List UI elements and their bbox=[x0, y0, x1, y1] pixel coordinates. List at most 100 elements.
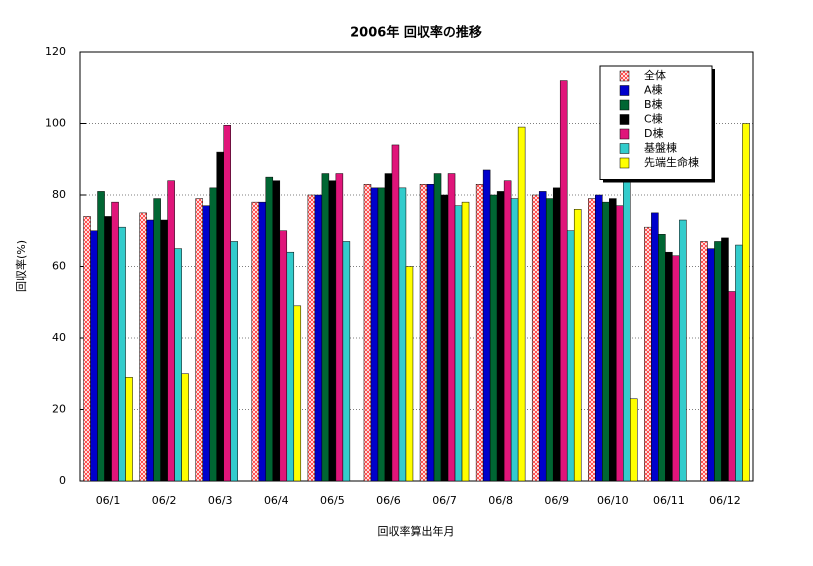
y-tick-label: 0 bbox=[59, 474, 66, 487]
legend-label: A棟 bbox=[644, 83, 663, 97]
y-axis-label: 回収率(%) bbox=[14, 240, 28, 292]
x-tick-label: 06/3 bbox=[208, 494, 233, 507]
bar bbox=[384, 173, 393, 482]
legend-swatch bbox=[619, 99, 630, 111]
bar bbox=[370, 187, 379, 482]
bar bbox=[630, 398, 638, 482]
bar bbox=[707, 248, 715, 482]
bar bbox=[721, 237, 729, 482]
bar bbox=[279, 230, 288, 482]
y-tick-label: 20 bbox=[52, 403, 66, 416]
legend-swatch bbox=[619, 70, 630, 82]
bar bbox=[559, 80, 568, 482]
bar bbox=[209, 187, 217, 482]
bar bbox=[609, 198, 617, 482]
bar bbox=[104, 216, 112, 482]
legend-box bbox=[599, 65, 713, 180]
bar bbox=[623, 176, 631, 482]
bar bbox=[314, 194, 323, 482]
y-tick-label: 60 bbox=[52, 260, 66, 273]
bar bbox=[321, 173, 330, 482]
bar bbox=[398, 187, 407, 482]
bar bbox=[293, 305, 302, 482]
bar bbox=[714, 241, 722, 482]
bar bbox=[440, 194, 449, 482]
bar bbox=[377, 187, 386, 482]
bar bbox=[83, 216, 91, 482]
bar bbox=[146, 219, 154, 482]
bar bbox=[363, 184, 372, 482]
x-tick-label: 06/7 bbox=[432, 494, 457, 507]
bar bbox=[672, 255, 680, 482]
legend-label: 全体 bbox=[644, 68, 666, 82]
bar bbox=[545, 198, 554, 482]
bar bbox=[90, 230, 98, 482]
x-tick-label: 06/2 bbox=[152, 494, 177, 507]
bar bbox=[552, 187, 561, 482]
bar bbox=[181, 373, 189, 482]
bar bbox=[426, 184, 435, 482]
y-tick-label: 120 bbox=[45, 45, 66, 58]
legend-swatch bbox=[619, 114, 630, 125]
bar bbox=[496, 191, 505, 482]
bar bbox=[489, 194, 498, 482]
bar bbox=[461, 201, 470, 482]
legend-swatch bbox=[619, 143, 630, 154]
bar bbox=[595, 194, 603, 482]
bar bbox=[160, 219, 168, 482]
legend-label: 基盤棟 bbox=[644, 141, 677, 155]
bar bbox=[566, 230, 575, 482]
bar bbox=[658, 234, 666, 482]
bar bbox=[118, 226, 126, 482]
bar bbox=[174, 248, 182, 482]
x-tick-label: 06/4 bbox=[264, 494, 289, 507]
x-tick-label: 06/8 bbox=[488, 494, 513, 507]
legend-label: C棟 bbox=[644, 112, 663, 126]
bar bbox=[538, 191, 547, 482]
legend-label: B棟 bbox=[644, 97, 663, 111]
bar bbox=[475, 184, 484, 482]
bar bbox=[503, 180, 512, 482]
bar bbox=[153, 198, 161, 482]
x-tick-label: 06/10 bbox=[597, 494, 629, 507]
bar bbox=[447, 173, 456, 482]
bar bbox=[111, 201, 119, 482]
bar bbox=[167, 180, 175, 482]
legend-swatch bbox=[619, 128, 630, 140]
bar bbox=[258, 201, 267, 482]
bar bbox=[139, 212, 147, 482]
bar bbox=[335, 173, 344, 482]
x-tick-label: 06/12 bbox=[709, 494, 741, 507]
bar bbox=[588, 198, 596, 482]
bar bbox=[265, 176, 274, 482]
legend-swatch bbox=[619, 85, 630, 96]
bar bbox=[223, 125, 231, 482]
bar bbox=[573, 209, 582, 482]
bar bbox=[651, 212, 659, 482]
bar bbox=[531, 194, 540, 482]
bar bbox=[230, 241, 238, 482]
bar bbox=[482, 169, 491, 482]
bar bbox=[216, 151, 224, 482]
bar bbox=[728, 291, 736, 482]
bar bbox=[251, 201, 260, 482]
x-tick-label: 06/6 bbox=[376, 494, 401, 507]
bar bbox=[342, 241, 351, 482]
bar bbox=[328, 180, 337, 482]
bar bbox=[700, 241, 708, 482]
bar bbox=[510, 198, 519, 482]
x-tick-label: 06/5 bbox=[320, 494, 345, 507]
bar bbox=[307, 194, 316, 482]
bar bbox=[742, 123, 750, 482]
legend-label: 先端生命棟 bbox=[644, 155, 699, 169]
x-axis-label: 回収率算出年月 bbox=[378, 524, 455, 538]
y-tick-label: 40 bbox=[52, 331, 66, 344]
chart-title: 2006年 回収率の推移 bbox=[350, 25, 482, 41]
x-tick-label: 06/1 bbox=[96, 494, 121, 507]
bar bbox=[125, 377, 133, 482]
bar bbox=[602, 201, 610, 482]
bar bbox=[97, 191, 105, 482]
bar bbox=[665, 251, 673, 482]
bar bbox=[202, 205, 210, 482]
